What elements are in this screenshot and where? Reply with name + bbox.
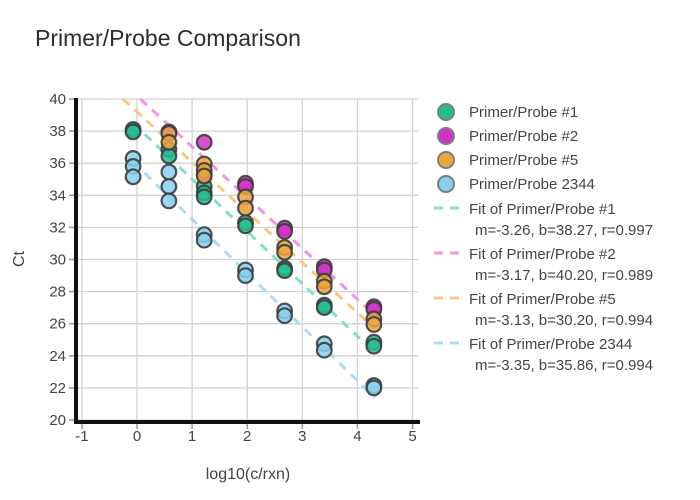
legend-label: Primer/Probe #5 <box>469 151 579 169</box>
x-tick-label: 0 <box>133 428 141 445</box>
data-point <box>124 168 142 186</box>
x-tick-label: 2 <box>243 428 251 445</box>
data-point <box>160 192 178 210</box>
legend-item-fit[interactable]: Fit of Primer/Probe #5 m=-3.13, b=30.20, … <box>434 289 698 331</box>
legend-dash-icon <box>434 335 461 354</box>
x-tick-label: 4 <box>353 428 361 445</box>
legend-fit-label: Fit of Primer/Probe #5 <box>469 291 616 308</box>
legend-item[interactable]: Primer/Probe #1 <box>434 100 698 124</box>
data-point <box>276 243 294 261</box>
data-point <box>160 133 178 151</box>
data-point <box>315 299 333 317</box>
fit-line <box>139 97 377 317</box>
data-point <box>195 188 213 206</box>
y-tick-label: 40 <box>49 91 66 108</box>
legend-item[interactable]: Primer/Probe #5 <box>434 148 698 172</box>
x-tick-label: 5 <box>408 428 416 445</box>
x-tick-label: -1 <box>75 428 88 445</box>
legend-marker-icon <box>437 127 455 145</box>
y-tick-label: 34 <box>49 187 66 204</box>
data-point <box>237 217 254 235</box>
data-point <box>195 231 213 249</box>
legend-fit-label: Fit of Primer/Probe 2344 <box>469 336 633 353</box>
y-tick-label: 26 <box>49 316 66 333</box>
data-point <box>315 278 333 296</box>
y-tick-label: 36 <box>49 155 66 172</box>
y-tick-label: 32 <box>49 219 66 236</box>
legend-fit-label: Fit of Primer/Probe #2 <box>469 246 616 263</box>
legend-item-fit[interactable]: Fit of Primer/Probe #1 m=-3.26, b=38.27, … <box>434 199 698 241</box>
data-point <box>365 379 383 397</box>
legend-dash-icon <box>434 245 461 264</box>
legend: Primer/Probe #1 Primer/Probe #2 Primer/Pro… <box>434 100 698 376</box>
legend-marker-icon <box>437 151 455 169</box>
y-tick-label: 38 <box>49 123 66 140</box>
chart-title: Primer/Probe Comparison <box>35 25 301 51</box>
legend-fit-stats: m=-3.13, b=30.20, r=0.994 <box>475 312 654 329</box>
legend-marker-icon <box>437 175 455 193</box>
legend-label: Primer/Probe #2 <box>469 127 579 145</box>
data-point <box>124 123 142 141</box>
y-tick-label: 30 <box>49 252 66 269</box>
data-point <box>365 337 383 355</box>
legend-label: Primer/Probe #1 <box>469 103 579 121</box>
y-tick-label: 28 <box>49 284 66 301</box>
data-point <box>160 178 178 195</box>
legend-dash-icon <box>434 200 461 219</box>
y-tick-label: 22 <box>49 380 66 397</box>
data-point <box>237 267 254 285</box>
data-point <box>195 167 213 185</box>
x-tick-label: 1 <box>188 428 196 445</box>
legend-fit-label: Fit of Primer/Probe #1 <box>469 201 616 218</box>
y-tick-label: 20 <box>49 412 66 429</box>
legend-item-fit[interactable]: Fit of Primer/Probe #2 m=-3.17, b=40.20, … <box>434 244 698 286</box>
data-point <box>276 222 294 240</box>
data-point <box>160 163 178 181</box>
y-axis-title: Ct <box>11 251 28 267</box>
data-point <box>195 133 213 151</box>
data-point <box>276 262 294 280</box>
legend-dash-icon <box>434 290 461 309</box>
x-tick-label: 3 <box>298 428 306 445</box>
legend-marker-icon <box>437 103 455 121</box>
legend-label: Primer/Probe 2344 <box>469 175 595 193</box>
legend-item[interactable]: Primer/Probe 2344 <box>434 172 698 196</box>
legend-fit-stats: m=-3.26, b=38.27, r=0.997 <box>475 222 654 239</box>
data-point <box>315 341 333 359</box>
y-tick-label: 24 <box>49 348 66 365</box>
legend-fit-stats: m=-3.35, b=35.86, r=0.994 <box>475 357 654 374</box>
data-point <box>276 307 294 325</box>
legend-item-fit[interactable]: Fit of Primer/Probe 2344 m=-3.35, b=35.86… <box>434 334 698 376</box>
x-axis-title: log10(c/rxn) <box>205 466 291 483</box>
data-point <box>160 147 178 165</box>
data-point <box>237 199 254 217</box>
legend-item[interactable]: Primer/Probe #2 <box>434 124 698 148</box>
data-point <box>365 316 383 333</box>
legend-fit-stats: m=-3.17, b=40.20, r=0.989 <box>475 267 654 284</box>
